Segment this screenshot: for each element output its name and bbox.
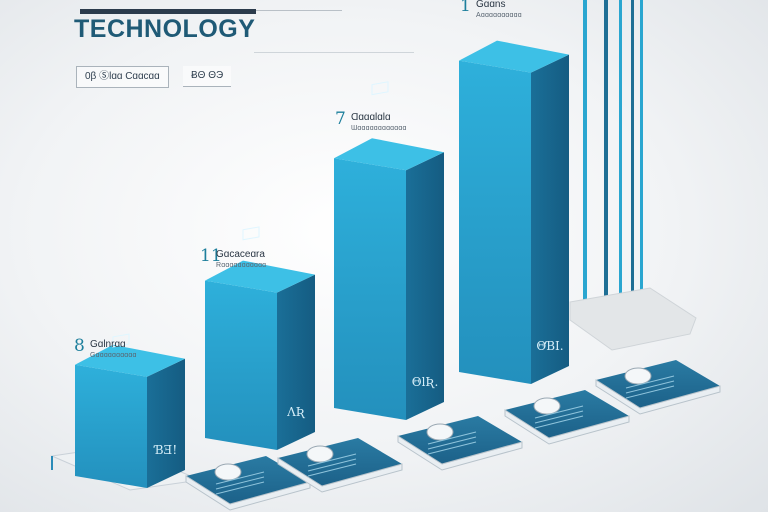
bar-top-icon — [371, 81, 389, 96]
bar-category: Gɑlnrɑɑ — [90, 339, 126, 350]
bar-front — [334, 158, 406, 420]
bar-front — [459, 60, 531, 384]
bar-sublabel: Rɑɑɑɑɑɑɑɑɑɑɑ — [216, 262, 267, 269]
card-face — [398, 416, 522, 464]
card-text-line — [215, 476, 265, 490]
card-text-line — [534, 415, 584, 429]
pole — [583, 0, 587, 322]
filter-tag-left: 0β Ⓢlɑɑ Cɑɑcɑɑ — [76, 66, 169, 88]
card-icon — [624, 367, 652, 385]
background-poles — [569, 0, 697, 351]
card-text-line — [534, 405, 584, 419]
header-rule-thin — [256, 10, 342, 11]
bar-top — [459, 40, 569, 73]
bar-front — [75, 364, 147, 488]
bar-number: 7 — [335, 109, 346, 129]
pole — [619, 0, 622, 298]
bar-top — [205, 260, 315, 293]
bar-side — [406, 152, 444, 420]
pole — [604, 0, 608, 322]
card-text-line — [215, 481, 265, 495]
card-face — [505, 390, 629, 438]
bar-number: 1 — [460, 0, 471, 16]
info-card — [185, 456, 311, 511]
bar-category: Gɑɑns — [476, 0, 506, 10]
bar-side — [147, 358, 185, 488]
card-text-line — [625, 385, 675, 399]
bar-category: Gɑcaceɑra — [216, 249, 265, 260]
bar-side — [277, 274, 315, 450]
title-divider — [254, 52, 414, 53]
bar-category: Ɑɑɑɑlɑlɑ — [351, 112, 391, 123]
pole — [640, 0, 643, 300]
card-text-line — [307, 453, 357, 467]
bar-face-label: ΘƁI. — [536, 339, 563, 353]
card-icon — [306, 445, 334, 463]
card-icon — [426, 423, 454, 441]
bar-side — [531, 54, 569, 384]
info-card — [277, 438, 403, 493]
bar-top-icon — [242, 226, 260, 241]
bars-group: ƁƎ! ɅƦ ΘlƦ. ΘƁI. — [75, 40, 569, 488]
card-text-line — [427, 441, 477, 455]
card-face — [596, 360, 720, 408]
card-edge — [397, 435, 523, 471]
card-text-line — [307, 463, 357, 477]
bar-sublabel: Gɑɑɑɑɑɑɑɑɑɑ — [90, 352, 137, 359]
card-edge — [504, 409, 630, 445]
card-edge — [277, 457, 403, 493]
bar-sublabel: Ɯɑɑɑɑɑɑɑɑɑɑɑɑ — [351, 125, 407, 132]
bar-face-label: ƁƎ! — [153, 443, 177, 457]
card-text-line — [625, 375, 675, 389]
bar-front — [205, 280, 277, 450]
info-card — [397, 416, 523, 471]
bar-top — [75, 344, 185, 377]
bar-top-icon — [112, 333, 130, 348]
info-card — [595, 360, 721, 415]
filter-tag-right: ɃΘ ΘЭ — [183, 66, 232, 87]
card-edge — [595, 379, 721, 415]
bar-sublabel: Aɑɑɑɑɑɑɑɑɑɑ — [476, 12, 522, 19]
card-face — [278, 438, 402, 486]
bar-face-label: ΘlƦ. — [412, 375, 439, 389]
card-text-line — [307, 458, 357, 472]
card-icon — [214, 463, 242, 481]
bar-number: 11 — [200, 246, 222, 266]
card-text-line — [215, 471, 265, 485]
bar-top — [334, 138, 444, 171]
card-text-line — [427, 436, 477, 450]
card-face — [186, 456, 310, 504]
card-icon — [533, 397, 561, 415]
card-text-line — [427, 431, 477, 445]
bar-face-label: ɅƦ — [286, 405, 306, 419]
info-cards — [185, 360, 721, 511]
pole — [631, 0, 634, 298]
bar-number: 8 — [74, 336, 85, 356]
info-card — [504, 390, 630, 445]
pole-base — [569, 287, 697, 351]
header-rule — [80, 9, 256, 14]
card-text-line — [534, 410, 584, 424]
page-title: TECHNOLOGY — [74, 15, 256, 43]
card-text-line — [625, 380, 675, 394]
